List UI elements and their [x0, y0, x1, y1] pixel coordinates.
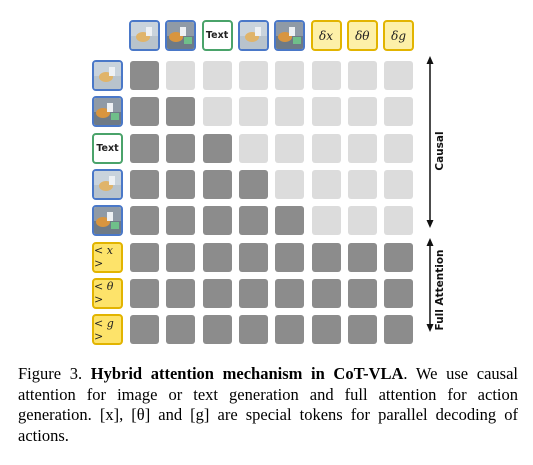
- image-thumbnail-icon: [94, 207, 121, 235]
- masked-cell: [384, 206, 414, 236]
- column-action-token: δθ: [346, 20, 378, 51]
- masked-cell: [166, 61, 196, 90]
- attend-cell: [166, 133, 196, 163]
- attend-cell: [130, 97, 159, 127]
- attend-cell: [130, 61, 159, 90]
- attend-cell: [311, 278, 341, 308]
- masked-cell: [347, 97, 377, 127]
- masked-cell: [311, 133, 341, 163]
- masked-cell: [238, 133, 268, 163]
- bracket-arrows: [426, 56, 434, 332]
- image-thumbnail-icon: [239, 22, 267, 49]
- attend-cell: [275, 206, 305, 236]
- masked-cell: [347, 169, 377, 199]
- masked-cell: [202, 97, 232, 127]
- image-thumbnail-icon: [94, 98, 121, 126]
- masked-cell: [275, 133, 305, 163]
- attend-cell: [202, 206, 232, 236]
- row-image-token: [92, 168, 123, 200]
- row-text-token: Text: [92, 132, 123, 164]
- row-action-token: < θ >: [92, 277, 123, 309]
- attend-cell: [275, 315, 305, 345]
- attend-cell: [166, 278, 196, 308]
- attend-cell: [130, 242, 159, 272]
- masked-cell: [238, 61, 268, 90]
- attend-cell: [166, 97, 196, 127]
- image-thumbnail-icon: [131, 22, 158, 49]
- attend-cell: [166, 242, 196, 272]
- attend-cell: [238, 206, 268, 236]
- column-image-token: [129, 20, 160, 51]
- masked-cell: [311, 97, 341, 127]
- masked-cell: [347, 61, 377, 90]
- image-thumbnail-icon: [94, 170, 121, 198]
- caption-prefix: Figure 3.: [18, 364, 91, 383]
- attend-cell: [238, 278, 268, 308]
- attend-cell: [275, 278, 305, 308]
- masked-cell: [275, 97, 305, 127]
- column-text-token: Text: [201, 20, 233, 51]
- row-image-token: [92, 96, 123, 128]
- attend-cell: [130, 315, 159, 345]
- attend-cell: [347, 315, 377, 345]
- masked-cell: [347, 133, 377, 163]
- attend-cell: [238, 169, 268, 199]
- masked-cell: [238, 97, 268, 127]
- row-action-token: < g >: [92, 314, 123, 346]
- masked-cell: [202, 61, 232, 90]
- attend-cell: [130, 278, 159, 308]
- attend-cell: [238, 242, 268, 272]
- full-attention-arrow: [426, 238, 434, 332]
- attend-cell: [384, 242, 414, 272]
- attend-cell: [384, 315, 414, 345]
- row-action-token: < x >: [92, 241, 123, 273]
- masked-cell: [275, 169, 305, 199]
- attend-cell: [238, 315, 268, 345]
- column-action-token: δx: [310, 20, 342, 51]
- masked-cell: [347, 206, 377, 236]
- attend-cell: [202, 315, 232, 345]
- image-thumbnail-icon: [94, 62, 121, 89]
- attend-cell: [166, 315, 196, 345]
- masked-cell: [311, 169, 341, 199]
- attend-cell: [202, 169, 232, 199]
- caption-title: Hybrid attention mechanism in CoT-VLA: [90, 364, 404, 383]
- column-action-token: δg: [383, 20, 415, 51]
- attend-cell: [384, 278, 414, 308]
- column-image-token: [274, 20, 306, 51]
- row-image-token: [92, 60, 123, 91]
- attend-cell: [275, 242, 305, 272]
- caption-body: . We use causal attention for image or t…: [18, 364, 518, 445]
- attend-cell: [202, 133, 232, 163]
- masked-cell: [311, 61, 341, 90]
- attend-cell: [130, 206, 159, 236]
- masked-cell: [384, 169, 414, 199]
- column-image-token: [237, 20, 269, 51]
- row-image-token: [92, 205, 123, 237]
- attend-cell: [166, 206, 196, 236]
- attend-cell: [166, 169, 196, 199]
- attend-cell: [130, 169, 159, 199]
- masked-cell: [311, 206, 341, 236]
- attend-cell: [202, 278, 232, 308]
- masked-cell: [384, 133, 414, 163]
- masked-cell: [384, 61, 414, 90]
- image-thumbnail-icon: [276, 22, 304, 49]
- attend-cell: [202, 242, 232, 272]
- masked-cell: [384, 97, 414, 127]
- masked-cell: [275, 61, 305, 90]
- attend-cell: [347, 242, 377, 272]
- attend-cell: [311, 242, 341, 272]
- causal-arrow: [426, 56, 434, 228]
- image-thumbnail-icon: [167, 22, 195, 49]
- attend-cell: [347, 278, 377, 308]
- column-image-token: [165, 20, 197, 51]
- figure-caption: Figure 3. Hybrid attention mechanism in …: [18, 364, 518, 446]
- attend-cell: [130, 133, 159, 163]
- attend-cell: [311, 315, 341, 345]
